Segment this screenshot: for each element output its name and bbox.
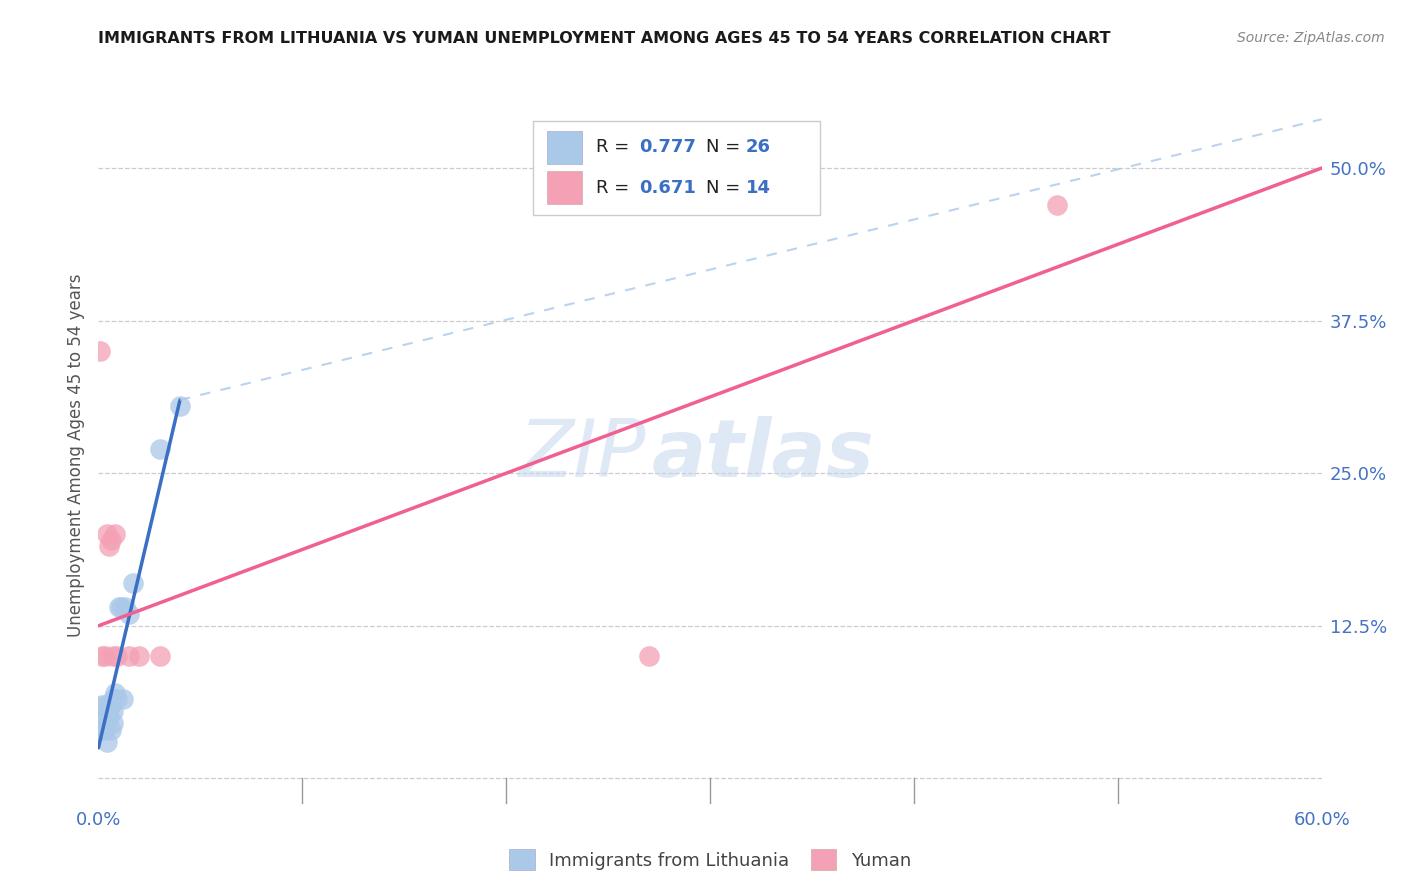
Point — [104, 527, 127, 541]
Legend: Immigrants from Lithuania, Yuman: Immigrants from Lithuania, Yuman — [502, 842, 918, 877]
Point — [91, 723, 114, 737]
Text: R =: R = — [596, 138, 636, 156]
Point — [96, 527, 118, 541]
FancyBboxPatch shape — [547, 131, 582, 164]
Point — [169, 399, 191, 413]
Point — [101, 649, 124, 664]
Point — [93, 723, 115, 737]
Point — [100, 698, 122, 713]
Text: R =: R = — [596, 178, 636, 197]
Point — [91, 698, 114, 713]
Point — [104, 686, 127, 700]
Point — [637, 649, 661, 664]
Point — [101, 692, 124, 706]
Point — [1045, 197, 1069, 211]
Point — [96, 710, 118, 724]
Point — [89, 723, 111, 737]
Text: 26: 26 — [745, 138, 770, 156]
Point — [96, 735, 118, 749]
Point — [105, 692, 128, 706]
Point — [93, 698, 115, 713]
Text: N =: N = — [706, 178, 747, 197]
Y-axis label: Unemployment Among Ages 45 to 54 years: Unemployment Among Ages 45 to 54 years — [66, 273, 84, 637]
Point — [111, 692, 134, 706]
Point — [97, 698, 120, 713]
Point — [149, 649, 172, 664]
FancyBboxPatch shape — [547, 171, 582, 204]
Point — [91, 649, 114, 664]
Point — [118, 649, 141, 664]
Point — [110, 600, 132, 615]
Point — [114, 600, 136, 615]
Text: atlas: atlas — [651, 416, 875, 494]
Point — [128, 649, 150, 664]
Point — [118, 607, 141, 621]
Point — [89, 344, 111, 359]
Point — [97, 540, 120, 554]
FancyBboxPatch shape — [533, 121, 820, 215]
Point — [93, 710, 115, 724]
Text: ZIP: ZIP — [519, 416, 647, 494]
Text: N =: N = — [706, 138, 747, 156]
Point — [100, 723, 122, 737]
Point — [93, 649, 115, 664]
Point — [97, 710, 120, 724]
Text: Source: ZipAtlas.com: Source: ZipAtlas.com — [1237, 31, 1385, 45]
Point — [100, 533, 122, 548]
Point — [108, 600, 131, 615]
Point — [149, 442, 172, 456]
Text: IMMIGRANTS FROM LITHUANIA VS YUMAN UNEMPLOYMENT AMONG AGES 45 TO 54 YEARS CORREL: IMMIGRANTS FROM LITHUANIA VS YUMAN UNEMP… — [98, 31, 1111, 46]
Point — [105, 649, 128, 664]
Point — [101, 704, 124, 718]
Point — [122, 576, 145, 591]
Text: 0.671: 0.671 — [640, 178, 696, 197]
Text: 0.777: 0.777 — [640, 138, 696, 156]
Text: 14: 14 — [745, 178, 770, 197]
Point — [91, 710, 114, 724]
Point — [101, 716, 124, 731]
